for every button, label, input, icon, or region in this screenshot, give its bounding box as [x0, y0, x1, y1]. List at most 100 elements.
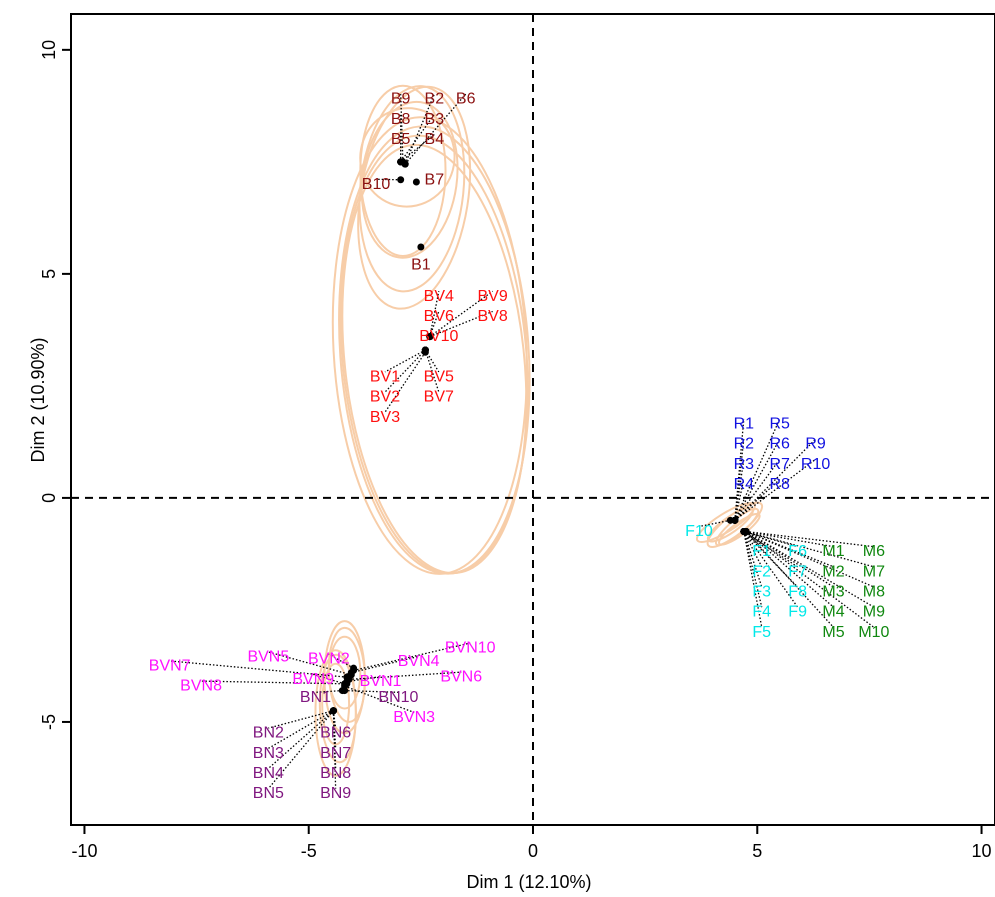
leader-bn1	[315, 689, 343, 693]
label-r5: R5	[769, 415, 790, 432]
label-b8: B8	[391, 111, 411, 128]
label-b2: B2	[425, 91, 445, 108]
leader-f3	[743, 531, 763, 588]
leader-b6	[404, 93, 467, 165]
x-tick-label-3: 5	[752, 841, 762, 861]
leader-f7	[743, 530, 798, 568]
leader-m1	[745, 530, 834, 548]
label-bv7: BV7	[424, 389, 454, 406]
leader-bv1	[384, 349, 426, 373]
label-leader-lines	[169, 93, 875, 790]
label-r2: R2	[734, 436, 755, 453]
x-tick-label-2: 0	[528, 841, 538, 861]
label-r8: R8	[769, 476, 790, 493]
ellipse-bvn-3	[327, 635, 362, 710]
label-bvn6: BVN6	[440, 669, 482, 686]
label-bn8: BN8	[320, 765, 351, 782]
label-r4: R4	[734, 476, 755, 493]
label-f6: F6	[788, 543, 807, 560]
label-f8: F8	[788, 584, 807, 601]
label-r7: R7	[769, 456, 790, 473]
label-m3: M3	[822, 584, 844, 601]
leader-r5	[734, 418, 781, 521]
label-m6: M6	[863, 543, 885, 560]
label-b3: B3	[425, 111, 445, 128]
leader-f4	[743, 531, 763, 608]
reference-lines	[71, 14, 995, 825]
leader-bn2	[268, 710, 334, 729]
point-bvn7	[343, 673, 351, 681]
leader-bvn10	[353, 642, 471, 672]
leader-bn5	[267, 710, 334, 790]
leader-bvn7	[169, 660, 347, 678]
label-bn10: BN10	[378, 689, 418, 706]
point-b9	[399, 158, 407, 166]
leader-bv6	[429, 311, 440, 337]
label-b4: B4	[425, 131, 445, 148]
y-axis-title: Dim 2 (10.90%)	[28, 337, 48, 462]
label-bn2: BN2	[253, 725, 284, 742]
point-bv10	[426, 333, 434, 341]
label-bvn7: BVN7	[149, 657, 191, 674]
leader-f8	[743, 531, 799, 588]
axis-ticks: -10 -5 0 5 10 -5 0 5 10	[39, 40, 992, 861]
label-f5: F5	[752, 624, 771, 641]
leader-m6	[745, 530, 874, 548]
leader-m5	[745, 531, 835, 628]
point-bn10	[341, 687, 349, 695]
label-bv6: BV6	[424, 308, 454, 325]
ellipse-bv-4	[339, 134, 529, 575]
label-bv5: BV5	[424, 368, 454, 385]
label-bv4: BV4	[424, 288, 454, 305]
label-m7: M7	[863, 563, 885, 580]
leader-r7	[734, 458, 781, 521]
label-m5: M5	[822, 624, 844, 641]
label-r9: R9	[805, 436, 826, 453]
leader-bn6	[332, 710, 337, 729]
label-bv2: BV2	[370, 389, 400, 406]
label-bn1: BN1	[300, 689, 331, 706]
label-bvn2: BVN2	[308, 651, 350, 668]
label-bv9: BV9	[478, 288, 508, 305]
label-bvn9: BVN9	[292, 671, 334, 688]
point-labels: B1 B2 B3 B4 B5 B6 B7 B8 B9 B10 BV1 BV2 BV3 BV4 BV5 BV6 B…	[149, 91, 890, 803]
leader-bv9	[429, 290, 494, 338]
leader-m9	[745, 530, 875, 608]
leader-bv8	[429, 310, 493, 338]
label-f7: F7	[788, 563, 807, 580]
point-b7	[412, 178, 420, 186]
label-m2: M2	[822, 563, 844, 580]
leader-bvn6	[349, 671, 462, 681]
label-m8: M8	[863, 584, 885, 601]
label-r6: R6	[769, 436, 790, 453]
leader-bn9	[332, 710, 337, 789]
ellipse-b-2	[360, 100, 459, 259]
leader-bvn5	[268, 651, 352, 676]
label-bn4: BN4	[253, 765, 284, 782]
label-bn3: BN3	[253, 745, 284, 762]
label-bn6: BN6	[320, 725, 351, 742]
label-bv8: BV8	[478, 308, 508, 325]
leader-m7	[745, 530, 875, 568]
label-f1: F1	[752, 543, 771, 560]
label-b9: B9	[391, 91, 411, 108]
label-b10: B10	[362, 176, 391, 193]
label-bn7: BN7	[320, 745, 351, 762]
label-f2: F2	[752, 563, 771, 580]
leader-f6	[743, 530, 798, 548]
label-b6: B6	[456, 91, 476, 108]
label-r10: R10	[801, 456, 830, 473]
label-b7: B7	[425, 171, 445, 188]
label-bvn10: BVN10	[445, 640, 496, 657]
label-f9: F9	[788, 604, 807, 621]
leader-f5	[743, 531, 763, 628]
label-bvn3: BVN3	[393, 709, 435, 726]
y-tick-label-1: 0	[39, 493, 59, 503]
label-bv10: BV10	[419, 328, 458, 345]
label-bn5: BN5	[253, 785, 284, 802]
point-bvn10	[350, 666, 358, 674]
ellipse-bn-2	[318, 653, 357, 764]
label-b1: B1	[411, 256, 431, 273]
